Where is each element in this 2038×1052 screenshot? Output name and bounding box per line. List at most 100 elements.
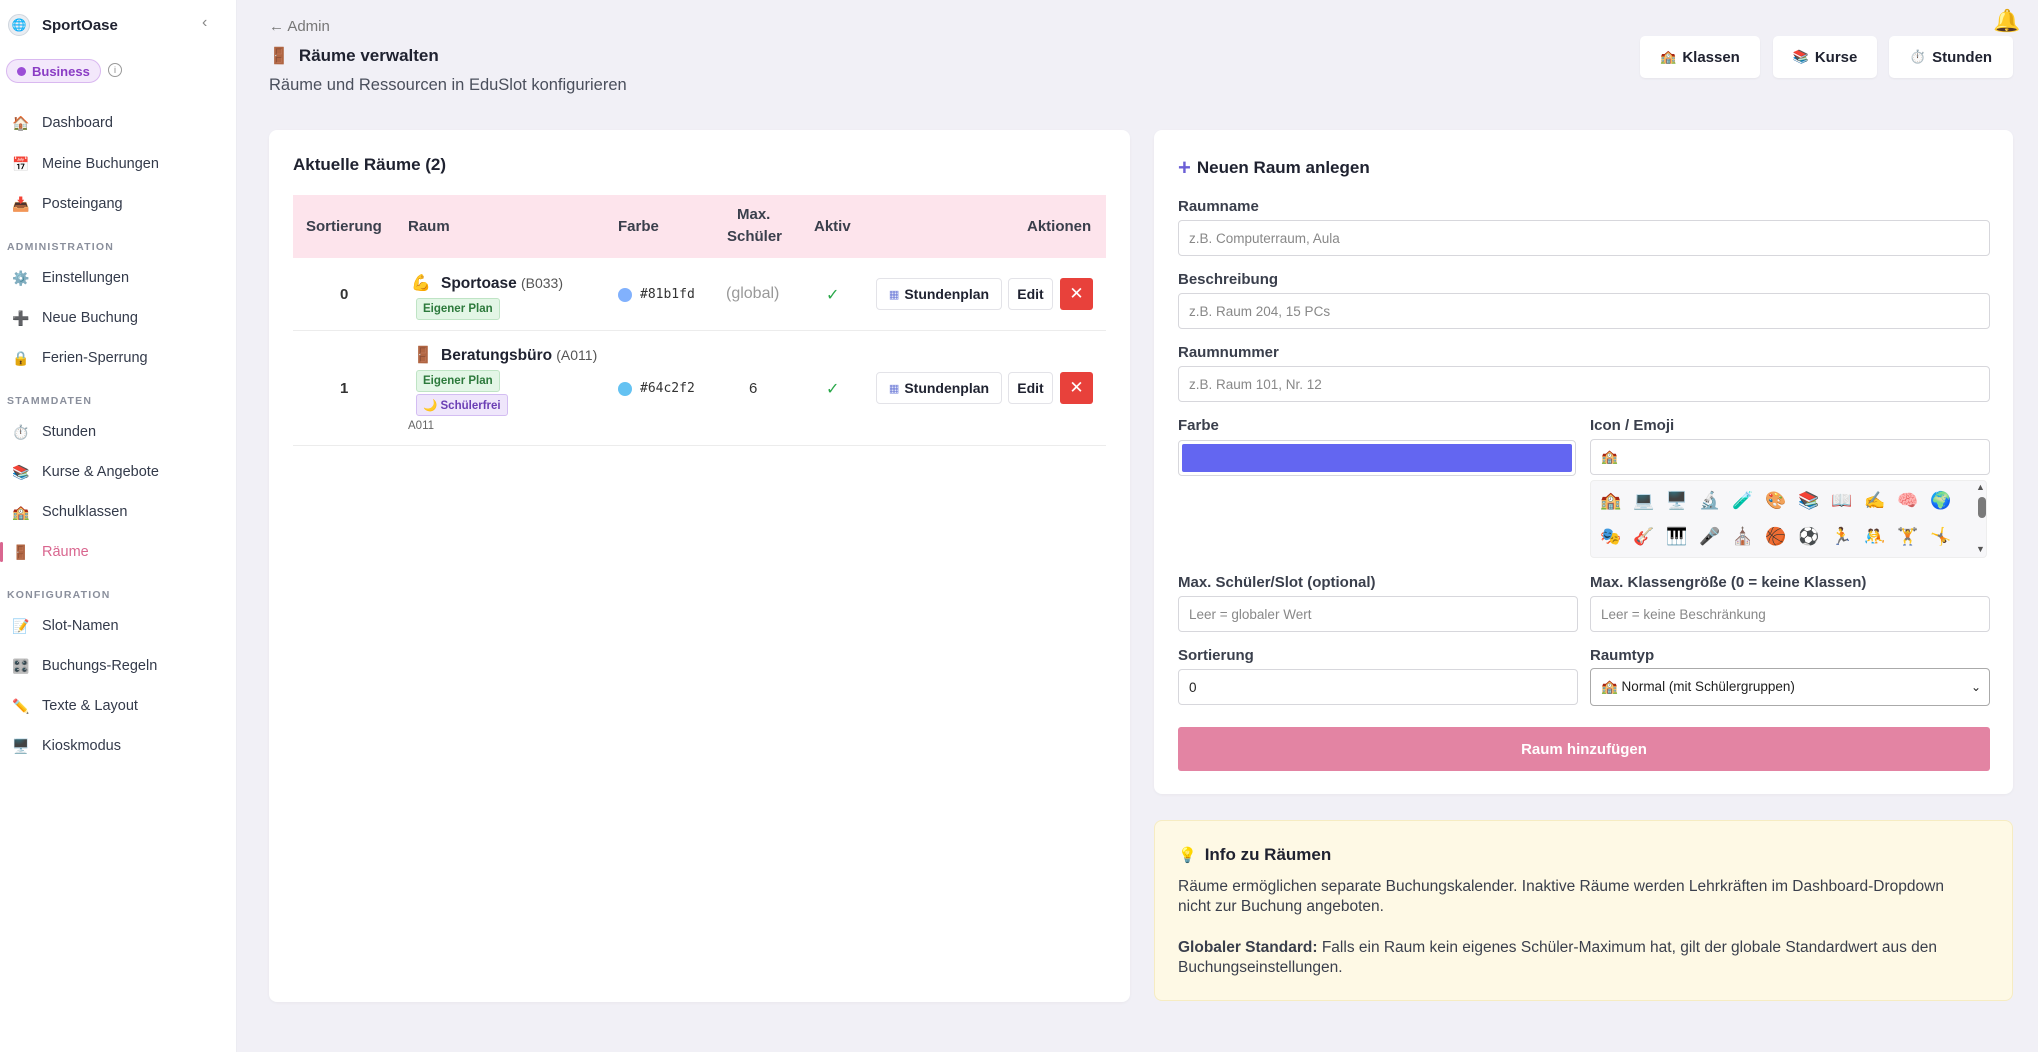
lightbulb-icon: 💡 <box>1178 847 1197 864</box>
sidebar-item-ferien-sperrung[interactable]: 🔒 Ferien-Sperrung <box>0 342 236 374</box>
sortierung-input[interactable]: 0 <box>1178 669 1578 705</box>
sidebar-item-label: Stunden <box>42 424 97 440</box>
sidebar-item-dashboard[interactable]: 🏠 Dashboard <box>0 107 236 139</box>
sidebar-item-stunden[interactable]: ⏱️ Stunden <box>0 416 236 448</box>
sidebar-item-label: Ferien-Sperrung <box>42 350 148 366</box>
school-icon[interactable]: 🏫 <box>1600 491 1622 510</box>
max-klasse-label: Max. Klassengröße (0 = keine Klassen) <box>1590 574 1867 591</box>
row2-color-dot <box>618 381 632 396</box>
row1-edit-button[interactable]: Edit <box>1008 278 1053 310</box>
weightlifter-icon[interactable]: 🏋️ <box>1897 527 1919 546</box>
row-divider <box>293 445 1106 446</box>
stunden-button[interactable]: ⏱️ Stunden <box>1889 36 2013 78</box>
sidebar-item-kioskmodus[interactable]: 🖥️ Kioskmodus <box>0 730 236 762</box>
sidebar-item-slot-namen[interactable]: 📝 Slot-Namen <box>0 610 236 642</box>
sidebar-item-neue-buchung[interactable]: ➕ Neue Buchung <box>0 302 236 334</box>
globe-icon[interactable]: 🌍 <box>1930 491 1952 510</box>
raumname-input[interactable]: z.B. Computerraum, Aula <box>1178 220 1990 256</box>
sortierung-label: Sortierung <box>1178 647 1254 664</box>
scroll-down-arrow-icon[interactable]: ▼ <box>1976 544 1985 554</box>
laptop-icon[interactable]: 💻 <box>1633 491 1655 510</box>
sidebar-item-label: Slot-Namen <box>42 618 119 634</box>
stopwatch-icon: ⏱️ <box>12 423 30 440</box>
wrestlers-icon[interactable]: 🤼 <box>1864 527 1886 546</box>
test-tube-icon[interactable]: 🧪 <box>1732 491 1754 510</box>
runner-icon[interactable]: 🏃 <box>1831 527 1853 546</box>
books-icon: 📚 <box>1792 49 1809 64</box>
row2-tag-eigener-plan: Eigener Plan <box>416 370 500 392</box>
cartwheel-icon[interactable]: 🤸 <box>1930 527 1952 546</box>
basketball-icon[interactable]: 🏀 <box>1765 527 1787 546</box>
back-link[interactable]: ← Admin <box>269 18 330 35</box>
emoji-picker: 🏫 💻 🖥️ 🔬 🧪 🎨 📚 📖 ✍️ 🧠 🌍 🎭 🎸 🎹 🎤 ⛪ 🏀 ⚽ 🏃 … <box>1590 480 1987 558</box>
info-card <box>1154 820 2013 1001</box>
books-icon: 📚 <box>12 463 30 480</box>
row-divider <box>293 330 1106 331</box>
plan-label: Business <box>32 63 90 79</box>
open-book-icon[interactable]: 📖 <box>1831 491 1853 510</box>
books-icon[interactable]: 📚 <box>1798 491 1820 510</box>
row1-stundenplan-button[interactable]: ▦ Stundenplan <box>876 278 1002 310</box>
sidebar-item-meine-buchungen[interactable]: 📅 Meine Buchungen <box>0 148 236 180</box>
emoji-scrollbar[interactable] <box>1978 497 1986 518</box>
add-room-button[interactable]: Raum hinzufügen <box>1178 727 1990 771</box>
lock-icon: 🔒 <box>12 349 30 366</box>
sidebar: 🌐 SportOase ‹ Business i 🏠 Dashboard 📅 Mei… <box>0 0 237 1052</box>
color-picker-fill <box>1182 444 1572 472</box>
sidebar-item-label: Buchungs-Regeln <box>42 658 158 674</box>
row1-color-text: #81b1fd <box>640 287 695 302</box>
collapse-sidebar-icon[interactable]: ‹ <box>202 14 208 31</box>
microscope-icon[interactable]: 🔬 <box>1699 491 1721 510</box>
row2-room: Beratungsbüro (A011) <box>441 347 597 365</box>
row2-stundenplan-button[interactable]: ▦ Stundenplan <box>876 372 1002 404</box>
sidebar-item-einstellungen[interactable]: ⚙️ Einstellungen <box>0 262 236 294</box>
row1-active-check: ✓ <box>826 287 840 304</box>
desktop-icon[interactable]: 🖥️ <box>1666 491 1688 510</box>
sidebar-item-label: Posteingang <box>42 196 123 212</box>
brain-icon[interactable]: 🧠 <box>1897 491 1919 510</box>
section-konfiguration: KONFIGURATION <box>7 589 111 601</box>
klassen-button[interactable]: 🏫 Klassen <box>1640 36 1760 78</box>
row1-delete-button[interactable]: ✕ <box>1060 278 1093 310</box>
raumtyp-select[interactable]: 🏫 Normal (mit Schülergruppen) ⌄ <box>1590 668 1990 706</box>
info-icon[interactable]: i <box>108 63 122 77</box>
theater-masks-icon[interactable]: 🎭 <box>1600 527 1622 546</box>
palette-icon[interactable]: 🎨 <box>1765 491 1787 510</box>
icon-input[interactable]: 🏫 <box>1590 439 1990 475</box>
row2-edit-button[interactable]: Edit <box>1008 372 1053 404</box>
beschreibung-input[interactable]: z.B. Raum 204, 15 PCs <box>1178 293 1990 329</box>
raumnummer-input[interactable]: z.B. Raum 101, Nr. 12 <box>1178 366 1990 402</box>
sidebar-item-label: Räume <box>42 544 89 560</box>
sidebar-item-texte-layout[interactable]: ✏️ Texte & Layout <box>0 690 236 722</box>
guitar-icon[interactable]: 🎸 <box>1633 527 1655 546</box>
writing-hand-icon[interactable]: ✍️ <box>1864 491 1886 510</box>
max-klasse-input[interactable]: Leer = keine Beschränkung <box>1590 596 1990 632</box>
church-icon[interactable]: ⛪ <box>1732 527 1754 546</box>
plan-dot-icon <box>17 66 26 76</box>
monitor-icon: 🖥️ <box>12 737 30 754</box>
max-schueler-input[interactable]: Leer = globaler Wert <box>1178 596 1578 632</box>
row2-delete-button[interactable]: ✕ <box>1060 372 1093 404</box>
stopwatch-icon: ⏱️ <box>1909 49 1927 64</box>
piano-icon[interactable]: 🎹 <box>1666 527 1688 546</box>
sidebar-item-label: Einstellungen <box>42 270 130 286</box>
brand[interactable]: 🌐 SportOase <box>8 12 118 38</box>
sidebar-item-kurse[interactable]: 📚 Kurse & Angebote <box>0 456 236 488</box>
bell-icon[interactable]: 🔔 <box>1993 8 2021 33</box>
table-header <box>293 195 1106 258</box>
col-sortierung: Sortierung <box>306 218 382 235</box>
row2-room-name: Beratungsbüro <box>441 347 553 364</box>
soccer-ball-icon[interactable]: ⚽ <box>1798 527 1820 546</box>
microphone-icon[interactable]: 🎤 <box>1699 527 1721 546</box>
row1-room: Sportoase (B033) <box>441 275 563 293</box>
scroll-up-arrow-icon[interactable]: ▲ <box>1976 482 1985 492</box>
page-title: 🚪 Räume verwalten <box>269 46 439 66</box>
stundenplan-label: Stundenplan <box>904 286 990 302</box>
sidebar-item-posteingang[interactable]: 📥 Posteingang <box>0 188 236 220</box>
sidebar-item-schulklassen[interactable]: 🏫 Schulklassen <box>0 496 236 528</box>
kurse-button[interactable]: 📚 Kurse <box>1773 36 1877 78</box>
sidebar-item-buchungs-regeln[interactable]: 🎛️ Buchungs-Regeln <box>0 650 236 682</box>
color-picker[interactable] <box>1178 440 1576 476</box>
row2-active-check: ✓ <box>826 381 840 398</box>
sidebar-item-raeume[interactable]: 🚪 Räume <box>0 536 236 568</box>
